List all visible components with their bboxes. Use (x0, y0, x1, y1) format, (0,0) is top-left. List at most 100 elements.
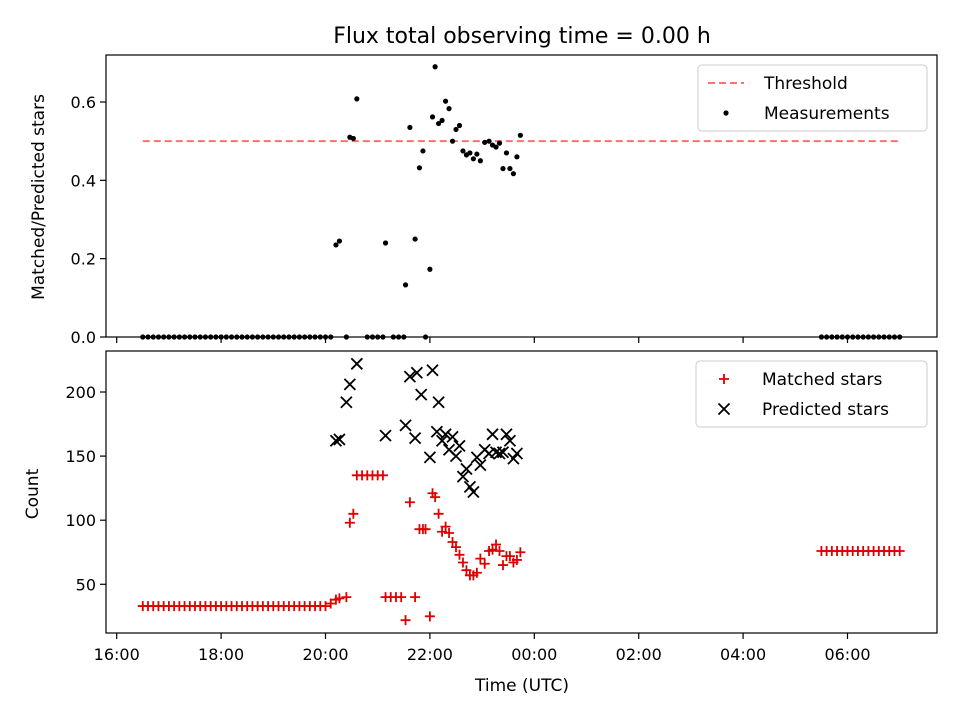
measurement-point (420, 148, 426, 154)
measurement-point (517, 132, 523, 138)
predicted-star-point (432, 396, 445, 409)
predicted-star-point (350, 357, 363, 370)
y-tick-label: 0.0 (71, 328, 96, 347)
measurement-point (442, 98, 449, 104)
measurement-point (416, 165, 423, 171)
measurement-point (402, 282, 409, 288)
predicted-star-point (423, 451, 437, 464)
matched-star-point (457, 557, 468, 568)
legend-predicted-swatch (717, 402, 731, 416)
y-tick-label: 0.4 (71, 171, 96, 190)
measurement-point (427, 266, 433, 272)
measurement-point (510, 171, 517, 177)
x-axis-label: Time (UTC) (474, 676, 569, 696)
measurement-point (436, 120, 442, 127)
matched-star-point (344, 517, 355, 528)
y-tick-label: 150 (65, 447, 96, 466)
matched-star-point (504, 551, 515, 562)
matched-star-point (320, 601, 331, 612)
matched-star-point (461, 565, 472, 576)
matched-star-point (400, 615, 411, 626)
measurement-point (336, 238, 343, 244)
predicted-star-point (415, 388, 428, 401)
plot-frame (105, 54, 938, 338)
predicted-star-point (474, 458, 487, 472)
measurement-point (486, 138, 492, 144)
measurement-point (439, 117, 445, 124)
matched-star-point (437, 526, 448, 537)
predicted-star-point (507, 452, 520, 465)
legend-label: Threshold (763, 74, 848, 94)
x-tick-label: 04:00 (720, 645, 766, 664)
matched-star-point (341, 592, 352, 603)
matched-star-point (451, 542, 461, 553)
matched-star-point (454, 549, 465, 560)
predicted-star-point (439, 428, 452, 441)
y-tick-label: 50 (76, 575, 96, 594)
y-tick-label: 100 (65, 511, 96, 530)
matched-star-point (410, 592, 421, 603)
matched-star-point (511, 554, 522, 565)
matched-star-point (491, 539, 502, 550)
x-tick-label: 18:00 (198, 645, 244, 664)
measurement-point (354, 96, 360, 102)
y-tick-label: 0.2 (71, 250, 96, 269)
measurement-point (412, 236, 418, 242)
legend-label: Matched stars (762, 370, 882, 390)
series-predicted-stars (329, 357, 524, 499)
legend: Matched stars Predicted stars (695, 360, 928, 428)
predicted-star-point (410, 366, 423, 379)
matched-star-point (440, 521, 451, 532)
measurement-point (493, 144, 499, 150)
top-y-axis-label: Matched/Predicted stars (29, 94, 49, 300)
legend-matched-swatch (719, 374, 729, 384)
series-matched-stars (137, 470, 905, 626)
matched-star-point (515, 547, 526, 558)
measurement-point (514, 154, 520, 160)
predicted-star-point (426, 364, 439, 377)
predicted-star-point (446, 430, 459, 444)
measurement-point (467, 150, 473, 156)
predicted-star-point (460, 462, 473, 476)
predicted-star-point (333, 433, 346, 446)
measurement-point (503, 150, 510, 156)
panel-ratio: 0.0 0.2 0.4 0.6 Threshold Measurements (71, 54, 938, 347)
x-tick-label: 02:00 (616, 645, 662, 664)
x-tick-label: 00:00 (511, 645, 557, 664)
measurement-point (382, 240, 389, 246)
measurement-point (333, 242, 339, 248)
predicted-star-point (435, 434, 449, 447)
predicted-star-point (463, 480, 477, 494)
measurement-point (453, 126, 459, 133)
predicted-star-point (408, 432, 422, 445)
legend-measurement-swatch (723, 110, 729, 116)
chart-title: Flux total observing time = 0.00 h (333, 24, 711, 49)
bottom-y-axis-label: Count (23, 468, 43, 519)
predicted-star-point (503, 434, 517, 447)
matched-star-point (475, 553, 486, 564)
x-tick-label: 06:00 (824, 645, 870, 664)
matched-star-point (497, 560, 508, 571)
y-tick-label: 0.6 (71, 93, 96, 112)
matched-star-point (348, 508, 359, 519)
predicted-star-point (329, 434, 343, 447)
measurement-point (507, 165, 513, 172)
matched-star-point (479, 558, 490, 569)
matched-star-point (334, 593, 345, 604)
predicted-star-point (496, 446, 510, 459)
matched-star-point (447, 536, 458, 547)
matched-star-point (325, 598, 336, 609)
matched-star-point (894, 545, 905, 556)
x-tick-label: 20:00 (302, 645, 348, 664)
measurement-point (446, 106, 452, 112)
measurement-point (456, 122, 463, 129)
matched-star-point (396, 592, 407, 603)
panel-count: 50 100 150 200 16:00 18:00 20:00 22:00 00:00 02:0… (65, 350, 938, 664)
legend-box (697, 64, 928, 132)
measurement-point (460, 148, 466, 154)
matched-star-point (444, 528, 455, 539)
measurement-point (500, 165, 506, 172)
measurement-point (350, 135, 356, 142)
predicted-star-point (340, 396, 353, 409)
